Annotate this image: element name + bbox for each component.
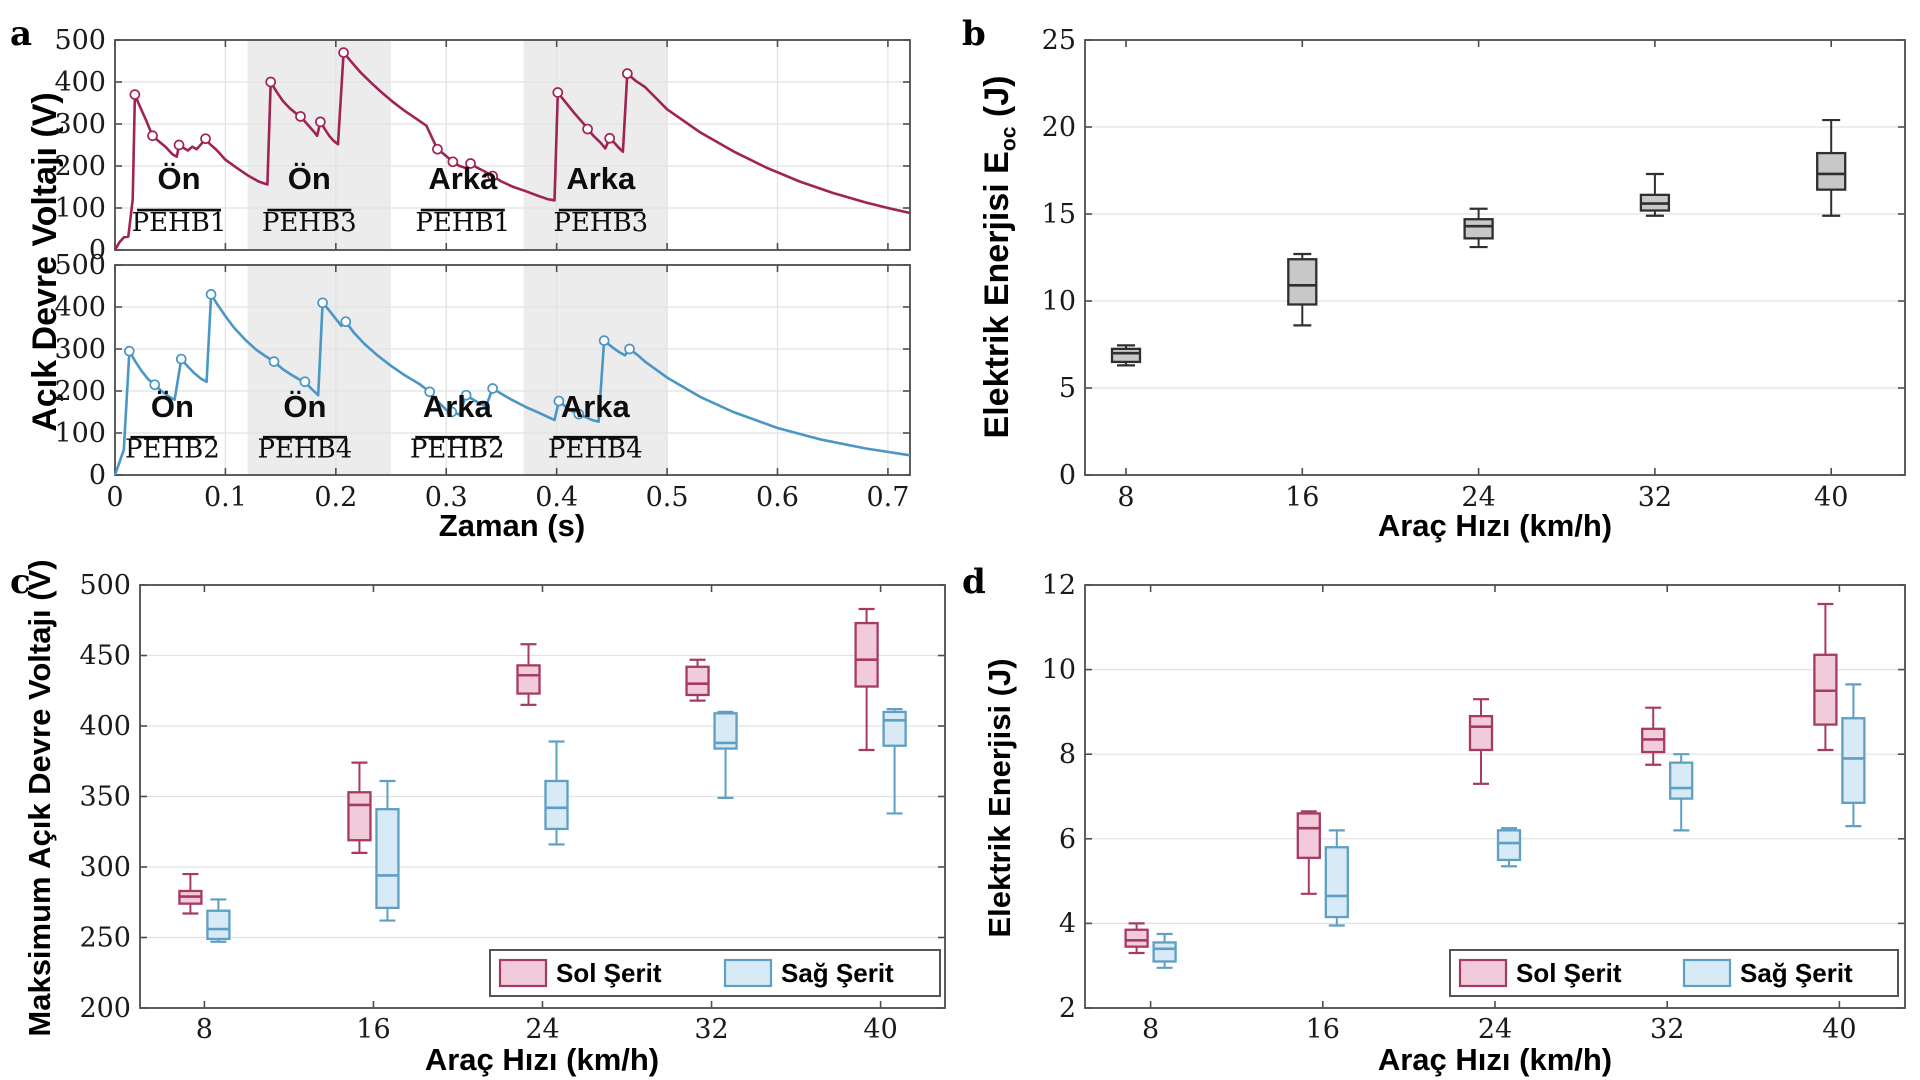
panel-c-x-axis-label: Araç Hızı (km/h): [424, 1042, 660, 1077]
svg-text:PEHB4: PEHB4: [548, 434, 643, 464]
svg-text:500: 500: [55, 250, 106, 281]
svg-text:16: 16: [1306, 1014, 1340, 1045]
svg-text:PEHB2: PEHB2: [410, 434, 505, 464]
svg-text:10: 10: [1042, 286, 1076, 317]
svg-text:300: 300: [55, 109, 106, 140]
svg-text:8: 8: [196, 1014, 213, 1045]
panel-b-x-axis-label: Araç Hızı (km/h): [1377, 508, 1613, 543]
svg-text:PEHB3: PEHB3: [262, 208, 357, 238]
svg-text:16: 16: [356, 1014, 390, 1045]
svg-text:0.6: 0.6: [756, 482, 799, 513]
svg-text:500: 500: [79, 570, 131, 601]
svg-text:PEHB4: PEHB4: [258, 434, 353, 464]
svg-text:Ön: Ön: [288, 161, 331, 196]
svg-text:32: 32: [1638, 482, 1672, 513]
svg-text:0: 0: [106, 482, 123, 513]
svg-text:200: 200: [55, 376, 106, 407]
svg-text:12: 12: [1042, 570, 1076, 601]
svg-text:400: 400: [55, 292, 106, 323]
svg-text:100: 100: [55, 418, 106, 449]
svg-text:PEHB1: PEHB1: [415, 208, 510, 238]
svg-text:8: 8: [1059, 739, 1076, 770]
svg-text:350: 350: [79, 782, 131, 813]
panel-b-energy-boxplot: 8 16 24 32 40 0 5 10 15 20 25: [1042, 25, 1906, 513]
svg-text:Ön: Ön: [151, 389, 194, 424]
svg-text:Arka: Arka: [566, 161, 636, 196]
svg-text:200: 200: [79, 993, 131, 1024]
svg-text:40: 40: [1822, 1014, 1856, 1045]
svg-text:0: 0: [89, 235, 106, 266]
svg-text:Sol Şerit: Sol Şerit: [556, 958, 662, 988]
svg-text:0: 0: [89, 460, 106, 491]
svg-text:200: 200: [55, 151, 106, 182]
svg-text:400: 400: [55, 67, 106, 98]
svg-text:40: 40: [863, 1014, 897, 1045]
panel-c-y-axis-label: Maksimum Açık Devre Voltajı (V): [22, 559, 57, 1037]
svg-text:450: 450: [79, 641, 131, 672]
svg-text:8: 8: [1117, 482, 1134, 513]
svg-text:Sağ Şerit: Sağ Şerit: [781, 958, 894, 988]
panel-d-letter: d: [962, 562, 986, 602]
svg-text:16: 16: [1285, 482, 1319, 513]
svg-text:PEHB2: PEHB2: [125, 434, 220, 464]
svg-text:0.2: 0.2: [314, 482, 357, 513]
svg-text:24: 24: [525, 1014, 559, 1045]
panel-d-x-axis-label: Araç Hızı (km/h): [1377, 1042, 1613, 1077]
panel-b-ylabel-post: (J): [978, 75, 1016, 127]
svg-text:0: 0: [1059, 460, 1076, 491]
svg-text:PEHB3: PEHB3: [553, 208, 648, 238]
panel-a-letter: a: [10, 14, 33, 54]
svg-text:Sol Şerit: Sol Şerit: [1516, 958, 1622, 988]
svg-text:Ön: Ön: [283, 389, 326, 424]
svg-text:8: 8: [1142, 1014, 1159, 1045]
svg-text:Ön: Ön: [158, 161, 201, 196]
svg-text:32: 32: [1650, 1014, 1684, 1045]
svg-text:4: 4: [1059, 908, 1076, 939]
svg-text:0.7: 0.7: [866, 482, 909, 513]
svg-text:40: 40: [1814, 482, 1848, 513]
svg-text:500: 500: [55, 25, 106, 56]
panel-b-letter: b: [962, 14, 986, 54]
svg-text:0.1: 0.1: [204, 482, 247, 513]
svg-text:2: 2: [1059, 993, 1076, 1024]
svg-text:0.3: 0.3: [425, 482, 468, 513]
panel-c-voltage-boxplot: 8 16 24 32 40 200 250 300 350 400 450 500 Sol Şerit S…: [79, 570, 946, 1045]
panel-a-voltage-time-chart: 0 100 200 300 400 500 Ön PEHB1 Ön PEHB3 Arka PEHB1 A…: [55, 25, 911, 513]
svg-text:300: 300: [79, 852, 131, 883]
panel-b-ylabel-subscript: oc: [997, 126, 1021, 152]
panel-c-letter: c: [10, 562, 31, 602]
svg-text:6: 6: [1059, 824, 1076, 855]
svg-text:0.5: 0.5: [646, 482, 689, 513]
svg-text:300: 300: [55, 334, 106, 365]
panel-d-y-axis-label: Elektrik Enerjisi (J): [982, 658, 1017, 938]
svg-text:Arka: Arka: [428, 161, 498, 196]
svg-text:100: 100: [55, 193, 106, 224]
svg-text:25: 25: [1042, 25, 1076, 56]
svg-text:Arka: Arka: [423, 389, 493, 424]
panel-b-ylabel-pre: Elektrik Enerjisi E: [978, 151, 1016, 439]
svg-text:Sağ Şerit: Sağ Şerit: [1740, 958, 1853, 988]
svg-text:32: 32: [694, 1014, 728, 1045]
svg-text:24: 24: [1461, 482, 1495, 513]
panel-a-x-axis-label: Zaman (s): [438, 508, 586, 543]
svg-text:20: 20: [1042, 112, 1076, 143]
svg-text:0.4: 0.4: [535, 482, 578, 513]
svg-text:24: 24: [1478, 1014, 1512, 1045]
svg-text:400: 400: [79, 711, 131, 742]
svg-text:Arka: Arka: [561, 389, 631, 424]
panel-b-y-axis-label: Elektrik Enerjisi Eoc (J): [978, 0, 1022, 517]
svg-text:250: 250: [79, 923, 131, 954]
svg-text:10: 10: [1042, 655, 1076, 686]
svg-text:5: 5: [1059, 373, 1076, 404]
svg-text:15: 15: [1042, 199, 1076, 230]
svg-text:PEHB1: PEHB1: [132, 208, 227, 238]
